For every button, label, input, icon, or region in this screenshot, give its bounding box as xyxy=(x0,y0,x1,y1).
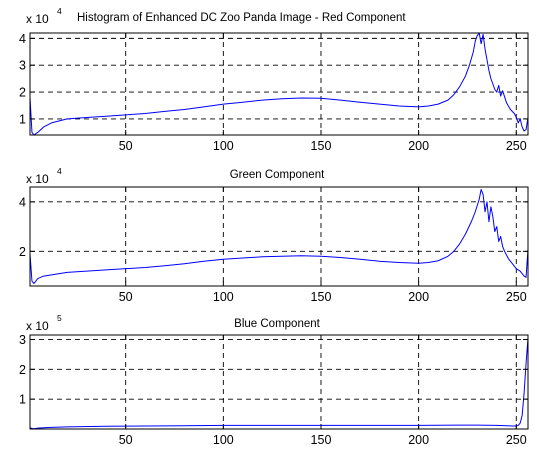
red-exponent-base: x 10 xyxy=(26,12,49,26)
red-ytick-label: 2 xyxy=(19,86,26,100)
green-xtick-label: 200 xyxy=(408,290,429,304)
green-component-panel: Green Component x 10 4 50 100 150 200 250 2 4 xyxy=(19,166,529,304)
green-axes-box xyxy=(29,186,529,287)
blue-axes-box xyxy=(29,334,529,430)
red-ytick-label: 3 xyxy=(19,59,26,73)
green-xtick-label: 150 xyxy=(311,290,332,304)
red-xtick-label: 150 xyxy=(311,139,332,153)
blue-xtick-label: 100 xyxy=(213,433,234,447)
blue-exponent-label: x 10 5 xyxy=(26,313,62,333)
red-ytick-label: 1 xyxy=(19,112,26,126)
red-xtick-label: 250 xyxy=(506,139,527,153)
blue-histogram-line xyxy=(29,337,529,430)
red-xtick-label: 100 xyxy=(213,139,234,153)
blue-exponent-base: x 10 xyxy=(26,319,49,333)
green-xtick-label: 50 xyxy=(119,290,133,304)
blue-component-panel: Blue Component x 10 5 50 100 150 200 250 1 2 3 xyxy=(19,313,529,447)
red-axes-box xyxy=(29,32,529,136)
red-ytick-label: 4 xyxy=(19,32,26,46)
red-component-panel: Histogram of Enhanced DC Zoo Panda Image… xyxy=(19,6,529,153)
green-chart-title: Green Component xyxy=(230,169,325,181)
green-histogram-line xyxy=(29,188,529,285)
red-chart-title: Histogram of Enhanced DC Zoo Panda Image… xyxy=(77,12,406,24)
red-exponent-power: 4 xyxy=(57,6,62,16)
green-xtick-label: 250 xyxy=(506,290,527,304)
green-ytick-label: 4 xyxy=(19,195,26,209)
red-histogram-line xyxy=(29,32,529,136)
blue-xtick-label: 200 xyxy=(408,433,429,447)
blue-ytick-label: 3 xyxy=(19,333,26,347)
green-ytick-label: 2 xyxy=(19,245,26,259)
red-xtick-label: 200 xyxy=(408,139,429,153)
green-exponent-power: 4 xyxy=(57,166,62,176)
blue-xtick-label: 250 xyxy=(506,433,527,447)
green-plot-area: 50 100 150 200 250 2 4 xyxy=(19,186,529,304)
blue-ytick-label: 1 xyxy=(19,393,26,407)
red-xtick-label: 50 xyxy=(119,139,133,153)
red-plot-area: 50 100 150 200 250 1 2 3 4 xyxy=(19,32,529,153)
blue-xtick-label: 50 xyxy=(119,433,133,447)
blue-chart-title: Blue Component xyxy=(234,318,320,330)
red-exponent-label: x 10 4 xyxy=(26,6,62,26)
blue-exponent-power: 5 xyxy=(57,313,62,323)
blue-plot-area: 50 100 150 200 250 1 2 3 xyxy=(19,333,529,447)
blue-ytick-label: 2 xyxy=(19,363,26,377)
green-exponent-base: x 10 xyxy=(26,172,49,186)
blue-xtick-label: 150 xyxy=(311,433,332,447)
green-xtick-label: 100 xyxy=(213,290,234,304)
green-exponent-label: x 10 4 xyxy=(26,166,62,186)
